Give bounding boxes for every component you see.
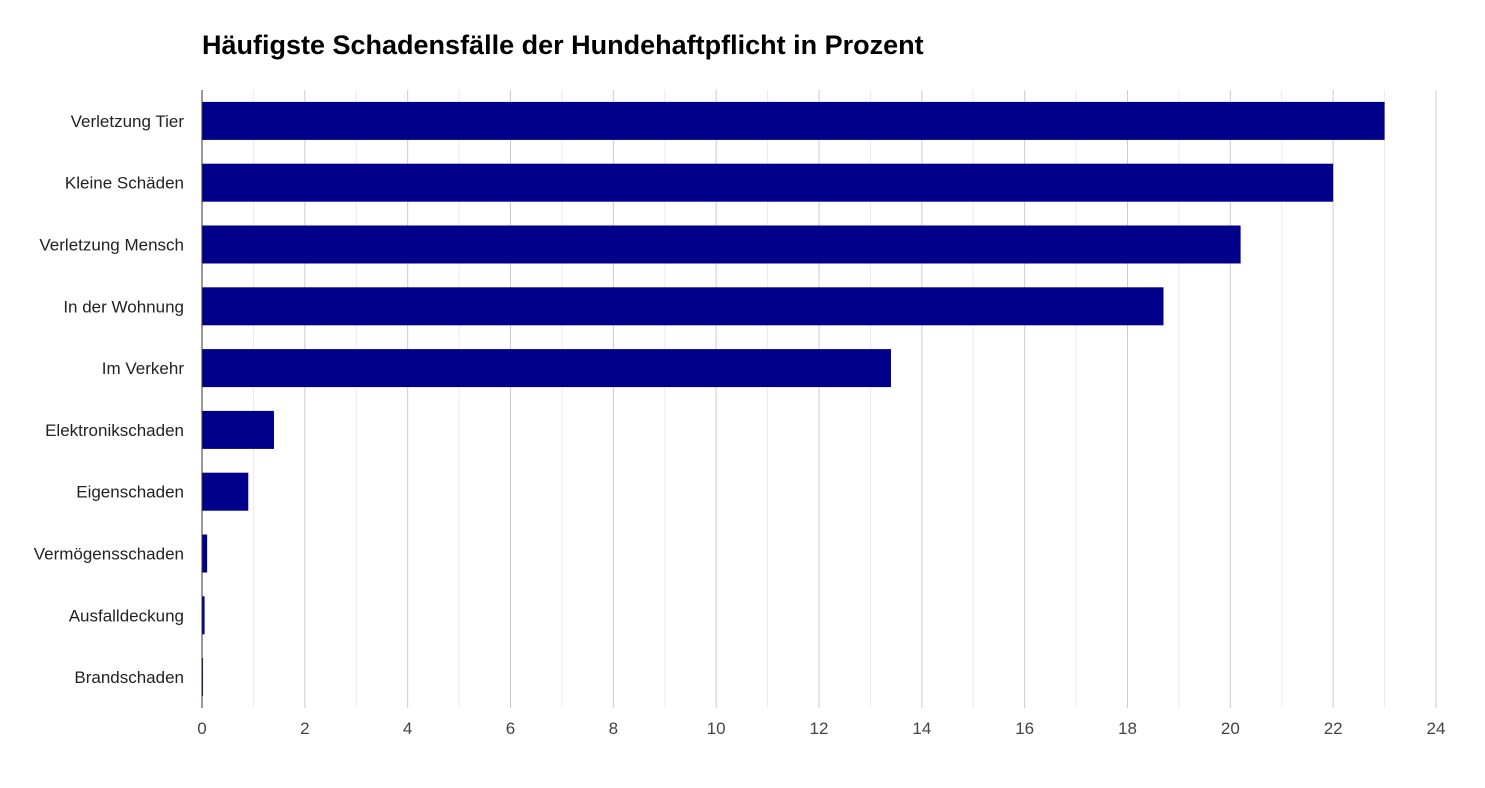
x-tick-label: 6 [506,719,515,738]
x-tick-label: 10 [707,719,726,738]
x-tick-label: 12 [810,719,829,738]
x-tick-label: 0 [197,719,206,738]
category-label: Elektronikschaden [45,421,184,440]
bar-9 [202,658,204,697]
x-tick-label: 16 [1015,719,1034,738]
bar-8 [202,596,205,635]
bar-2 [202,225,1241,264]
x-tick-label: 8 [609,719,618,738]
category-label: Im Verkehr [102,359,185,378]
bar-1 [202,163,1334,202]
bar-7 [202,534,208,573]
category-label: Verletzung Mensch [39,236,184,255]
x-tick-label: 4 [403,719,412,738]
category-label: Kleine Schäden [65,174,184,193]
category-label: Verletzung Tier [71,112,185,131]
category-label: Eigenschaden [76,483,184,502]
category-label: Ausfalldeckung [69,606,184,625]
category-label: In der Wohnung [63,297,184,316]
x-tick-label: 22 [1324,719,1343,738]
x-tick-label: 2 [300,719,309,738]
category-label: Brandschaden [74,668,184,687]
x-tick-label: 24 [1427,719,1446,738]
bar-6 [202,472,249,511]
x-tick-label: 18 [1118,719,1137,738]
x-tick-label: 14 [912,719,931,738]
chart-title: Häufigste Schadensfälle der Hundehaftpfl… [202,30,924,60]
bar-4 [202,349,891,388]
category-label: Vermögensschaden [34,545,184,564]
bar-5 [202,410,274,449]
x-tick-label: 20 [1221,719,1240,738]
bar-0 [202,101,1385,140]
bar-3 [202,287,1164,326]
